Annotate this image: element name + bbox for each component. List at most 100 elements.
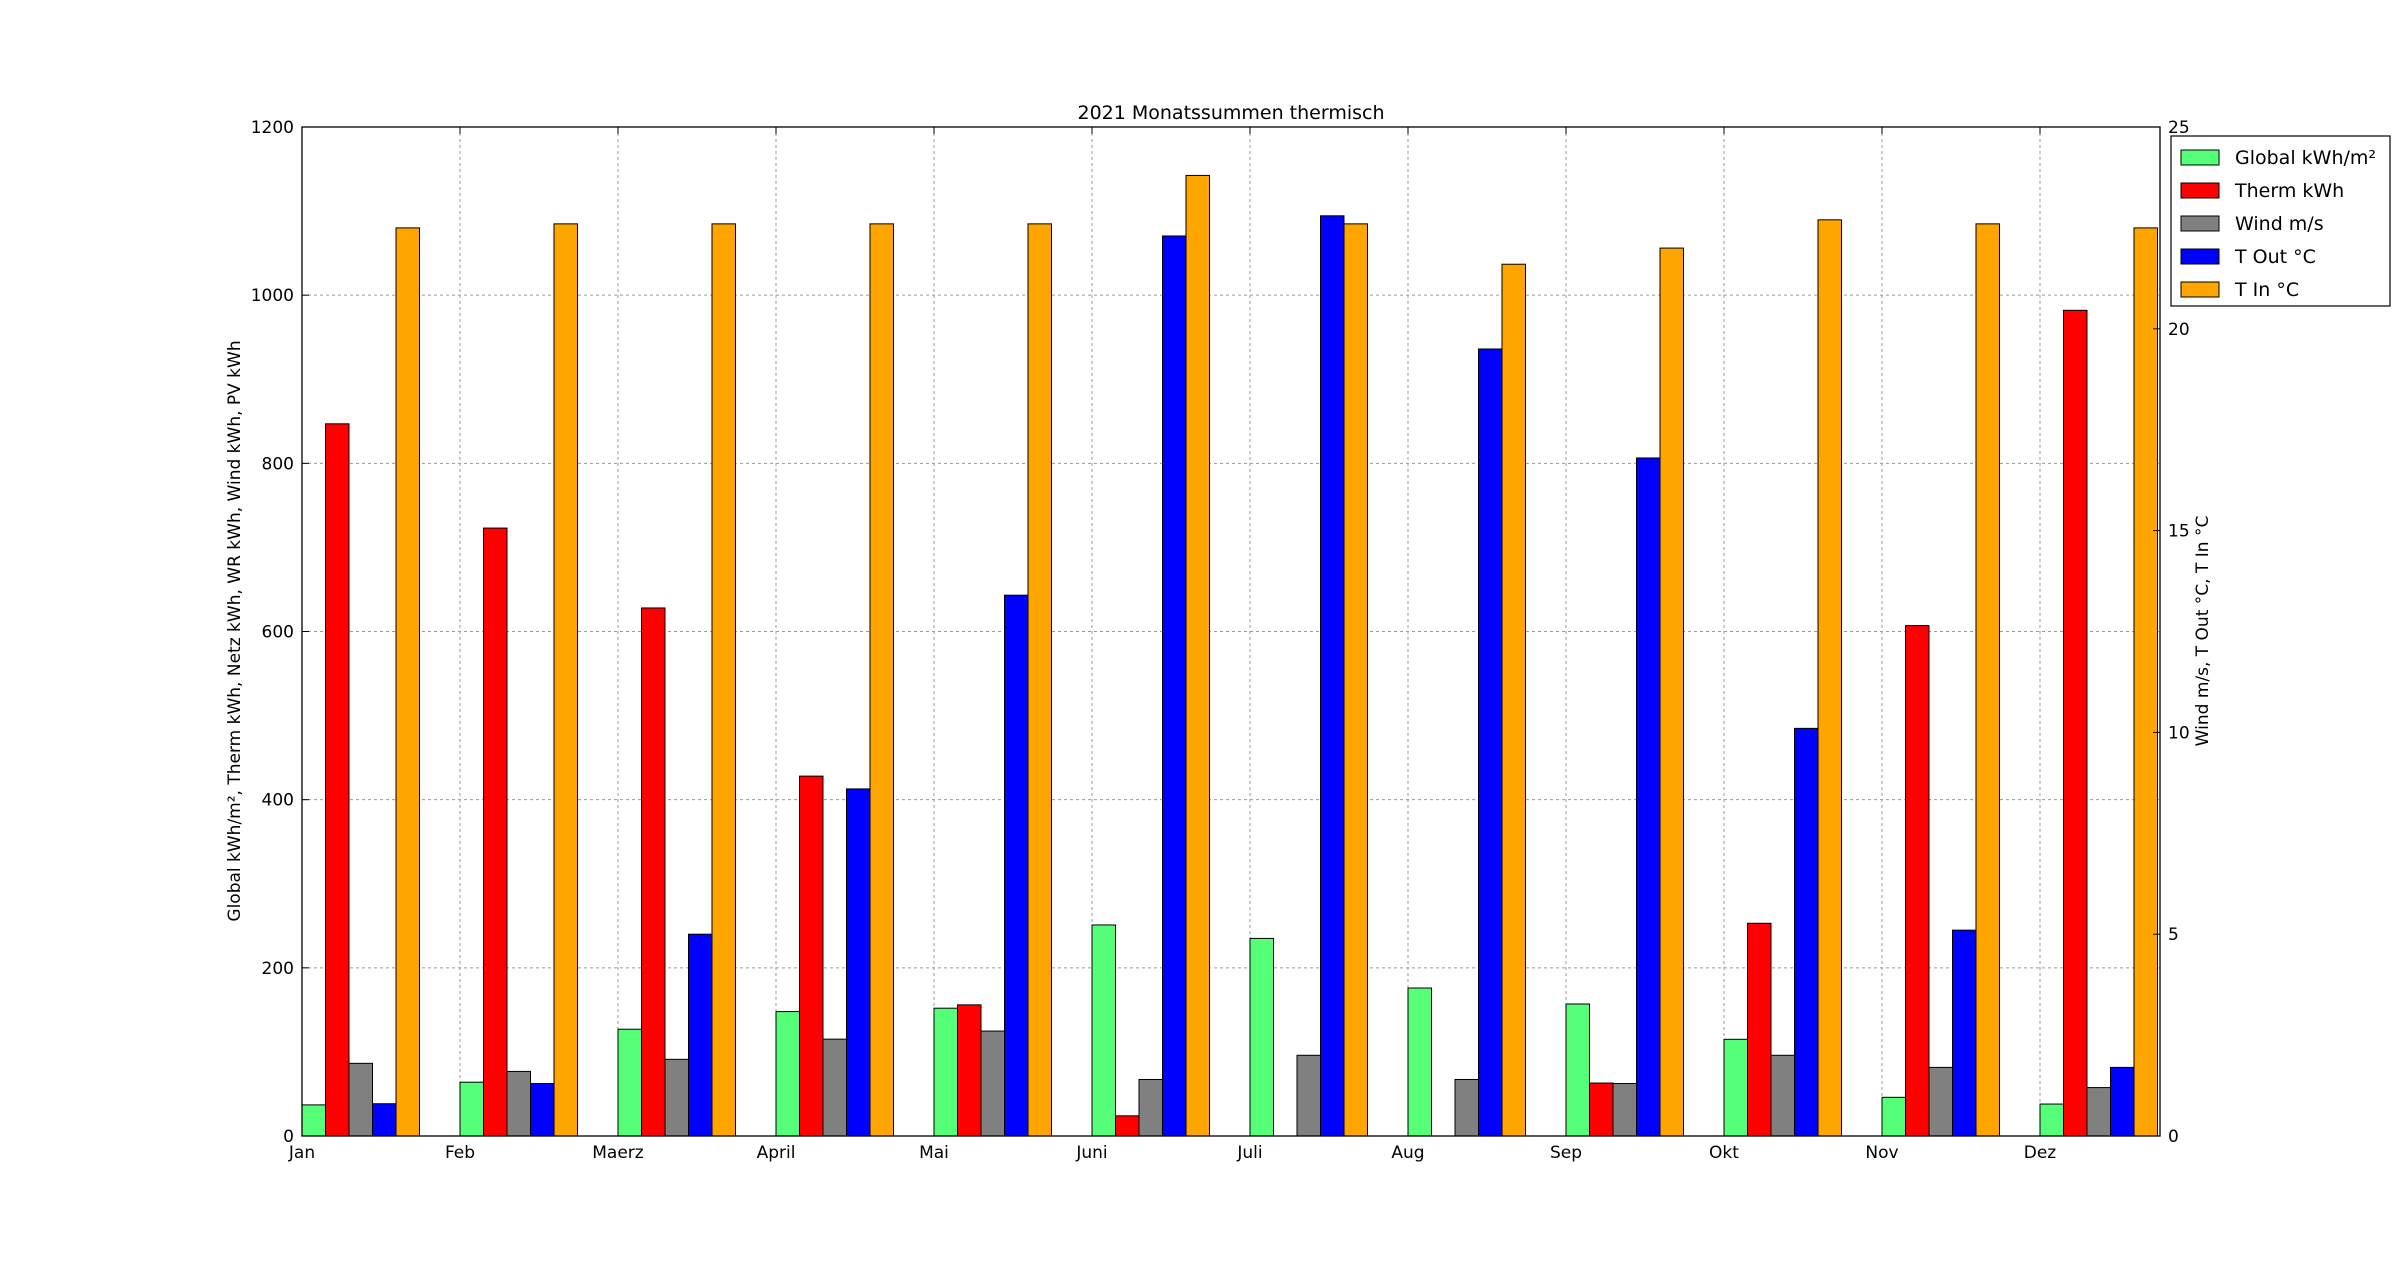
bar-4-0 bbox=[933, 1007, 958, 1137]
bar-8-3 bbox=[1636, 457, 1661, 1137]
y-left-tick-label: 1200 bbox=[251, 118, 294, 138]
x-tick-label: Dez bbox=[2024, 1143, 2057, 1163]
bar-7-0 bbox=[1407, 987, 1432, 1137]
bar-10-3 bbox=[1952, 929, 1977, 1137]
y-left-tick-label: 600 bbox=[262, 623, 294, 643]
bar-9-0 bbox=[1723, 1038, 1748, 1137]
bar-5-1 bbox=[1115, 1115, 1140, 1137]
x-tick-label: Nov bbox=[1865, 1143, 1898, 1163]
bar-3-1 bbox=[799, 775, 824, 1137]
legend-swatch bbox=[2180, 248, 2220, 265]
grid bbox=[302, 127, 2160, 1136]
bar-0-3 bbox=[372, 1103, 397, 1137]
bar-10-0 bbox=[1881, 1096, 1906, 1137]
y-left-tick-label: 200 bbox=[262, 959, 294, 979]
x-tick-label: Mai bbox=[919, 1143, 949, 1163]
x-tick-label: Maerz bbox=[592, 1143, 644, 1163]
bar-9-3 bbox=[1794, 727, 1819, 1137]
legend-swatch bbox=[2180, 149, 2220, 166]
bar-2-2 bbox=[664, 1058, 689, 1137]
bar-0-4 bbox=[395, 227, 420, 1137]
bar-5-4 bbox=[1185, 174, 1210, 1137]
bar-3-3 bbox=[846, 788, 871, 1137]
bar-1-2 bbox=[506, 1070, 531, 1137]
bar-1-4 bbox=[553, 223, 578, 1137]
legend-label: Therm kWh bbox=[2234, 180, 2344, 202]
x-tick-label: Feb bbox=[445, 1143, 475, 1163]
x-tick-label: Juli bbox=[1236, 1143, 1262, 1163]
bar-10-1 bbox=[1905, 625, 1930, 1137]
x-tick-label: Okt bbox=[1709, 1143, 1739, 1163]
y-right-tick-label: 0 bbox=[2168, 1127, 2179, 1147]
y-axis-left-label: Global kWh/m², Therm kWh, Netz kWh, WR k… bbox=[225, 340, 245, 921]
y-left-tick-label: 800 bbox=[262, 454, 294, 474]
y-right-tick-label: 5 bbox=[2168, 925, 2179, 945]
bar-4-2 bbox=[980, 1030, 1005, 1137]
legend-label: Wind m/s bbox=[2235, 213, 2324, 235]
x-tick-label: Juni bbox=[1075, 1143, 1107, 1163]
legend-swatch bbox=[2180, 281, 2220, 298]
bar-0-0 bbox=[301, 1104, 326, 1137]
legend: Global kWh/m² Therm kWh Wind m/s T Out °C T … bbox=[2170, 135, 2391, 307]
bar-1-3 bbox=[530, 1083, 555, 1137]
bar-1-1 bbox=[483, 527, 508, 1137]
bar-6-2 bbox=[1296, 1054, 1321, 1137]
bar-4-4 bbox=[1027, 223, 1052, 1137]
bar-0-2 bbox=[348, 1062, 373, 1137]
y-left-tick-label: 1000 bbox=[251, 286, 294, 306]
bar-6-3 bbox=[1320, 215, 1345, 1137]
bar-9-2 bbox=[1770, 1054, 1795, 1137]
bar-3-0 bbox=[775, 1011, 800, 1137]
y-axis-right-label: Wind m/s, T Out °C, T In °C bbox=[2193, 516, 2213, 747]
y-right-tick-label: 15 bbox=[2168, 522, 2190, 542]
bar-2-1 bbox=[641, 607, 666, 1137]
bar-2-0 bbox=[617, 1028, 642, 1137]
bar-5-2 bbox=[1138, 1078, 1163, 1137]
bar-2-3 bbox=[688, 933, 713, 1137]
bar-1-0 bbox=[459, 1081, 484, 1137]
bar-7-3 bbox=[1478, 348, 1503, 1137]
x-tick-label: April bbox=[757, 1143, 796, 1163]
bar-8-2 bbox=[1612, 1083, 1637, 1137]
bar-6-0 bbox=[1249, 937, 1274, 1137]
x-tick-label: Jan bbox=[288, 1143, 315, 1163]
chart-title: 2021 Monatssummen thermisch bbox=[1077, 102, 1384, 124]
bar-9-1 bbox=[1747, 922, 1772, 1137]
bar-4-3 bbox=[1004, 594, 1029, 1137]
y-right-tick-label: 25 bbox=[2168, 118, 2190, 138]
bar-11-2 bbox=[2086, 1087, 2111, 1137]
bar-4-1 bbox=[957, 1004, 982, 1137]
x-tick-label: Aug bbox=[1391, 1143, 1424, 1163]
legend-swatch bbox=[2180, 182, 2220, 199]
y-right-tick-label: 10 bbox=[2168, 723, 2190, 743]
y-left-tick-label: 400 bbox=[262, 791, 294, 811]
bar-3-2 bbox=[822, 1038, 847, 1137]
bar-5-3 bbox=[1162, 235, 1187, 1137]
bar-2-4 bbox=[711, 223, 736, 1137]
bar-8-1 bbox=[1589, 1082, 1614, 1137]
bar-8-0 bbox=[1565, 1003, 1590, 1137]
bar-6-4 bbox=[1343, 223, 1368, 1137]
legend-label: Global kWh/m² bbox=[2235, 147, 2376, 169]
legend-swatch bbox=[2180, 215, 2220, 232]
bar-11-4 bbox=[2133, 227, 2158, 1137]
bar-10-2 bbox=[1928, 1066, 1953, 1137]
bar-7-4 bbox=[1501, 263, 1526, 1137]
legend-label: T In °C bbox=[2234, 279, 2299, 301]
bar-11-1 bbox=[2063, 309, 2088, 1137]
bars bbox=[301, 174, 2158, 1137]
bar-7-2 bbox=[1454, 1078, 1479, 1137]
bar-5-0 bbox=[1091, 924, 1116, 1137]
bar-8-4 bbox=[1659, 247, 1684, 1137]
bar-11-3 bbox=[2110, 1066, 2135, 1137]
bar-11-0 bbox=[2039, 1103, 2064, 1137]
x-tick-label: Sep bbox=[1550, 1143, 1582, 1163]
ticks: 0 200 400 600 800 1000 1200 0 5 10 15 20 25 Jan Feb Mae… bbox=[251, 118, 2190, 1163]
bar-9-4 bbox=[1817, 219, 1842, 1137]
y-left-tick-label: 0 bbox=[283, 1127, 294, 1147]
legend-label: T Out °C bbox=[2234, 246, 2316, 268]
bar-10-4 bbox=[1975, 223, 2000, 1137]
bar-0-1 bbox=[325, 423, 350, 1137]
y-right-tick-label: 20 bbox=[2168, 320, 2190, 340]
